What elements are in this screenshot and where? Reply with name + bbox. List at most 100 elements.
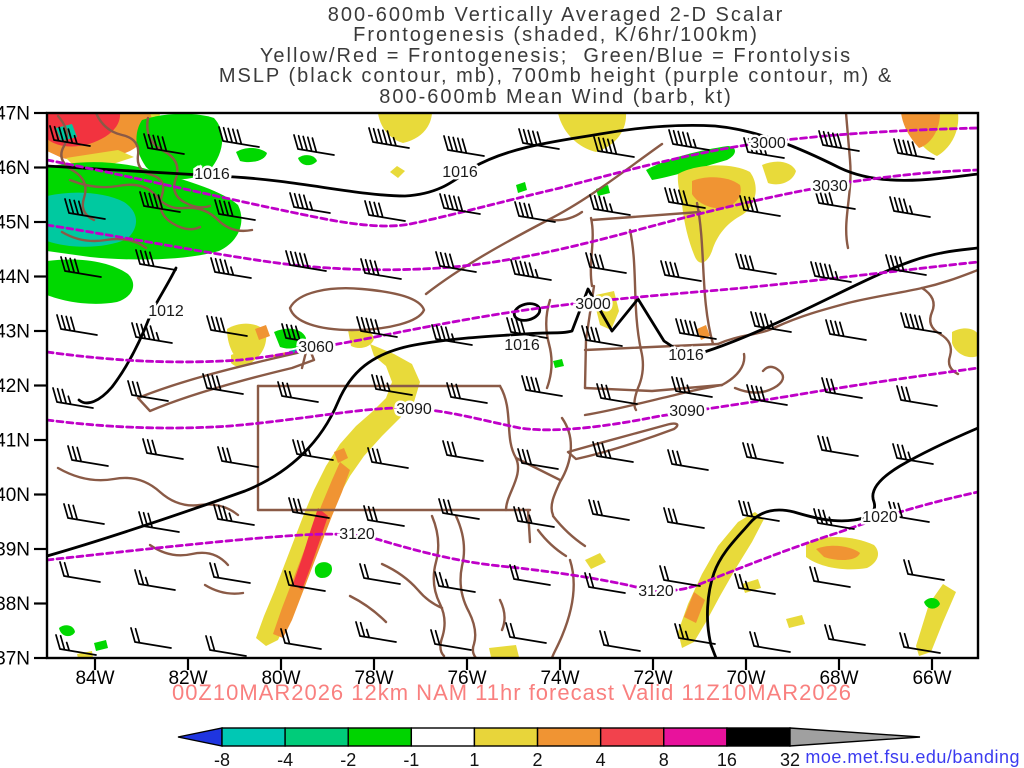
wind-barb (888, 501, 930, 523)
chesapeake-bay (454, 514, 478, 658)
height-contour (47, 260, 978, 364)
wind-barb (205, 635, 247, 657)
wind-barb (139, 191, 181, 213)
colorbar: -8 -4 -2 -1 1 2 4 8 16 32 (177, 727, 921, 768)
wind-barb (589, 194, 631, 216)
wind-barb (438, 498, 480, 520)
lat-label: 45N (0, 213, 30, 234)
wind-barb (749, 631, 791, 653)
wind-barb (59, 561, 101, 583)
wind-barb (738, 500, 780, 522)
lat-label: 42N (0, 376, 30, 397)
height-contour-label: 3030 (812, 178, 848, 195)
state-border (514, 456, 562, 482)
wind-barb (671, 376, 713, 398)
height-contour-layer (47, 126, 978, 593)
wind-barb (900, 312, 942, 334)
river-line (498, 598, 506, 632)
wind-barb (514, 201, 556, 223)
wind-barb (127, 380, 169, 402)
height-contour-label: 3090 (669, 403, 705, 420)
title-block: 800-600mb Vertically Averaged 2-D Scalar… (219, 4, 891, 108)
wind-barb (521, 375, 563, 397)
wind-barb (743, 137, 785, 159)
wind-barb (280, 628, 322, 650)
shade-green (94, 640, 108, 651)
lon-label: 74W (540, 668, 579, 689)
river-line (633, 348, 645, 412)
wind-barb (63, 503, 105, 525)
wind-barb (588, 499, 630, 521)
wind-barb (285, 250, 327, 272)
wind-barb (431, 324, 473, 346)
colorbar-tick-label: 8 (659, 750, 669, 768)
shade-orange (684, 592, 705, 623)
lon-label: 82W (168, 668, 207, 689)
colorbar-segment (284, 727, 349, 747)
credit-url-link[interactable]: moe.met.fsu.edu/banding (805, 747, 1020, 767)
shade-green (553, 359, 564, 368)
lat-label: 43N (0, 322, 30, 343)
delmarva-coast (550, 558, 575, 658)
wind-barb (277, 381, 319, 403)
wind-barb (67, 445, 109, 467)
wind-barb (213, 504, 255, 526)
wind-barb (288, 497, 330, 519)
mslp-contour-label: 1016 (504, 337, 540, 354)
mslp-low-center (512, 302, 542, 322)
wind-barb-layer (49, 125, 945, 657)
hudson-river (545, 298, 553, 390)
colorbar-segment (726, 727, 791, 747)
lon-label: 80W (261, 668, 300, 689)
height-contour (47, 126, 978, 228)
wind-barb (599, 630, 641, 652)
lon-label: 76W (447, 668, 486, 689)
wind-barb (130, 627, 172, 649)
cape-cod (733, 365, 785, 394)
wind-barb (134, 569, 176, 591)
river-line (56, 466, 240, 517)
wind-barb (518, 128, 560, 150)
wind-barb (442, 440, 484, 462)
colorbar-left-arrow (177, 727, 223, 747)
colorbar-segment (221, 727, 286, 747)
wind-barb (818, 130, 860, 152)
shade-yellow (678, 512, 764, 648)
wind-barb (60, 256, 102, 278)
wind-barb (218, 126, 260, 148)
wind-barb (809, 566, 851, 588)
wind-barb (363, 505, 405, 527)
colorbar-tick-label: -4 (277, 750, 293, 768)
wind-barb (885, 254, 927, 276)
wind-barb (596, 383, 638, 405)
wind-barb (893, 138, 935, 160)
wind-barb (674, 623, 716, 645)
colorbar-tick-label: 1 (469, 750, 479, 768)
colorbar-tick-label: -8 (214, 750, 230, 768)
river-line (148, 543, 230, 567)
wind-barb (131, 322, 173, 344)
colorbar-tick-label: 2 (533, 750, 543, 768)
wind-barb (56, 314, 98, 336)
shade-yellow (916, 584, 956, 656)
lat-label: 41N (0, 431, 30, 452)
contour-label-layer: 1016 1016 1012 1016 1016 1020 3000 3030 3000 3060… (146, 133, 901, 603)
shade-yellow (489, 645, 519, 657)
mslp-contour-label: 1020 (862, 509, 898, 526)
height-contour (47, 168, 978, 272)
wind-barb (292, 439, 334, 461)
wind-barb (435, 251, 477, 273)
height-contour (47, 366, 978, 432)
lat-label: 39N (0, 540, 30, 561)
wind-barb (892, 443, 934, 465)
wind-barb (430, 629, 472, 651)
wind-barb (817, 435, 859, 457)
wind-barb (824, 624, 866, 646)
wind-barb (903, 559, 945, 581)
wind-barb (281, 323, 323, 345)
lake-champlain (589, 216, 594, 288)
wind-barb (593, 136, 635, 158)
wind-barb (889, 196, 931, 218)
river-line (60, 230, 148, 250)
colorbar-tick-label: 4 (596, 750, 606, 768)
